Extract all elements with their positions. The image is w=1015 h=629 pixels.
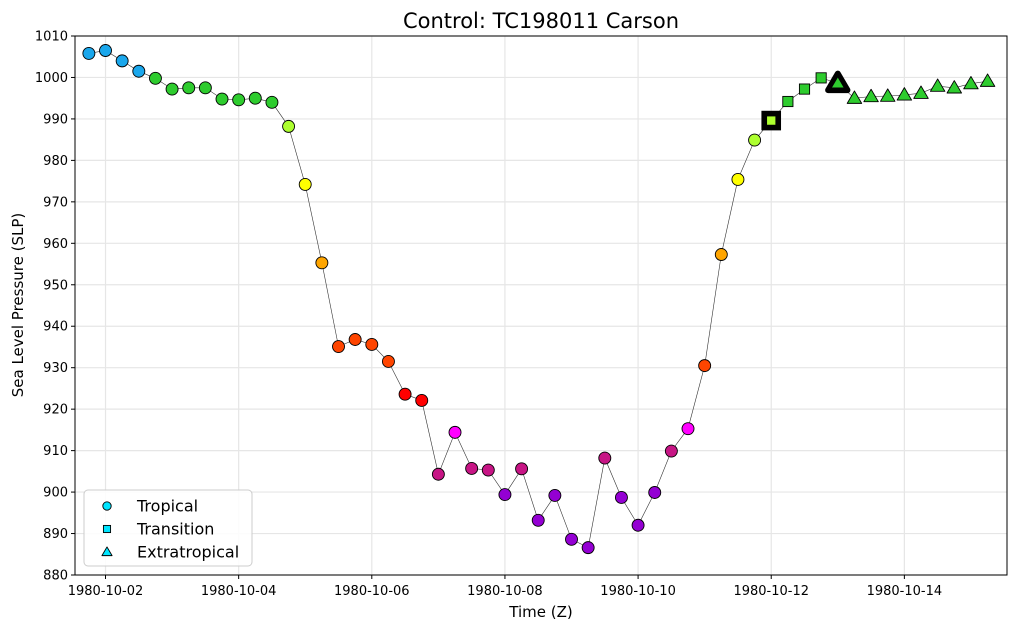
x-tick-label: 1980-10-10 [600,584,676,599]
tropical-marker [315,256,329,270]
tropical-marker [698,359,712,373]
tropical-marker [731,173,745,186]
y-tick-label: 930 [43,361,68,376]
extratropical-marker [880,88,896,102]
legend-label: Tropical [136,497,198,516]
tropical-marker [398,387,412,401]
tropical-marker [498,488,512,502]
tropical-marker [648,486,662,499]
legend: Tropical Transition Extratropical [83,489,253,567]
tropical-marker [631,518,645,532]
extratropical-marker [929,78,946,92]
tropical-marker [448,425,462,439]
extratropical-marker [963,75,979,90]
y-tick-label: 900 [43,486,68,501]
x-axis-label: Time (Z) [508,603,572,621]
extratropical-marker [846,90,863,104]
legend-label: Extratropical [137,543,239,562]
tropical-marker [348,333,362,346]
x-tick-label: 1980-10-08 [467,584,543,599]
tropical-marker [148,71,162,85]
x-tick-label: 1980-10-14 [867,584,943,599]
y-tick-label: 910 [43,444,68,459]
y-axis-label: Sea Level Pressure (SLP) [9,213,27,398]
extratropical-marker [913,85,929,99]
tropical-marker [565,532,578,546]
extratropical-marker [896,87,913,101]
x-tick-label: 1980-10-04 [201,584,277,599]
y-tick-label: 990 [43,112,68,127]
x-tick-label: 1980-10-12 [733,584,809,599]
y-tick-label: 950 [43,278,68,293]
y-axis: 880 890 900 910 920 930 940 950 960 970 980 990 1000… [35,30,75,584]
x-tick-label: 1980-10-06 [334,584,410,599]
transition-marker [766,115,777,126]
y-tick-label: 960 [43,237,68,252]
legend-frame [83,489,253,567]
y-tick-label: 1000 [35,71,68,86]
tropical-marker [182,81,196,95]
tropical-marker [748,133,762,147]
x-axis: 1980-10-02 1980-10-04 1980-10-06 1980-10-08… [68,575,942,599]
plot-frame [74,35,1008,576]
extratropical-marker [946,80,962,94]
transition-marker [798,83,811,95]
transition-marker [815,72,827,84]
tropical-marker [415,393,429,407]
extratropical-marker [979,73,996,87]
y-tick-label: 890 [43,527,68,542]
y-tick-label: 920 [43,403,68,418]
marker-layer [82,44,996,555]
legend-extratropical-icon [101,546,113,557]
extratropical-marker [830,76,845,89]
tropical-marker [431,467,445,481]
x-tick-label: 1980-10-02 [68,584,144,599]
legend-transition-icon [102,524,112,534]
y-tick-label: 940 [43,320,68,335]
legend-label: Transition [136,520,214,539]
tropical-marker [99,44,112,57]
tropical-marker [381,355,395,368]
tropical-marker [614,491,628,504]
tropical-marker [265,95,279,109]
tropical-marker [232,93,246,107]
tropical-marker [298,177,312,191]
tropical-marker [531,513,545,527]
tropical-marker [332,340,345,353]
legend-tropical-icon [102,501,112,511]
tropical-marker [82,46,96,60]
tropical-marker [365,338,379,351]
tropical-marker [115,54,129,68]
chart-title: Control: TC198011 Carson [403,9,679,33]
tropical-marker [481,463,495,477]
y-tick-label: 1010 [35,30,68,45]
y-tick-label: 970 [43,195,68,210]
tropical-marker [681,422,695,436]
tropical-marker [581,541,595,555]
transition-marker [782,95,794,108]
tropical-marker [598,451,612,465]
tropical-marker [515,462,529,476]
extratropical-marker [863,88,879,103]
tropical-marker [165,82,179,96]
y-tick-label: 980 [43,154,68,169]
tropical-marker [664,444,678,458]
tropical-marker [714,248,728,261]
y-tick-label: 880 [43,569,68,584]
tropical-marker [248,91,262,105]
tropical-marker [198,81,212,95]
tropical-marker [548,488,562,502]
tropical-marker [132,64,146,78]
tropical-marker [215,92,229,106]
tropical-marker [465,461,479,475]
tropical-marker [282,119,296,133]
